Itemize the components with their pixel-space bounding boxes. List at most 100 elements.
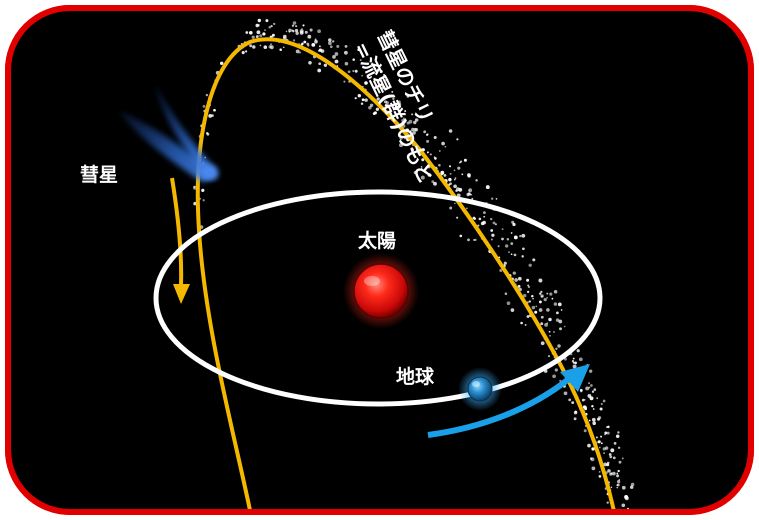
dust-particle (426, 151, 429, 154)
dust-particle (560, 309, 563, 311)
dust-particle (410, 148, 414, 152)
dust-particle (593, 388, 597, 391)
dust-particle (551, 297, 554, 300)
dust-particle (357, 48, 361, 52)
dust-particle (344, 61, 349, 66)
dust-particle (331, 40, 335, 43)
dust-particle (609, 455, 613, 459)
dust-particle (379, 69, 383, 74)
dust-particle (364, 81, 368, 85)
dust-particle (527, 285, 531, 289)
dust-particle (431, 180, 435, 184)
dust-particle (279, 48, 282, 51)
dust-particle (329, 45, 333, 49)
dust-particle (466, 192, 470, 197)
dust-particle (399, 143, 403, 148)
dust-particle (608, 453, 612, 456)
dust-particle (603, 462, 608, 467)
dust-particle (490, 238, 493, 241)
dust-particle (490, 229, 494, 232)
dust-particle (468, 189, 471, 192)
dust-particle (559, 327, 562, 331)
dust-particle (499, 269, 503, 272)
dust-particle (522, 247, 525, 251)
dust-particle (449, 172, 452, 175)
dust-particle (524, 323, 527, 326)
dust-particle (467, 238, 470, 242)
dust-particle (505, 244, 509, 248)
dust-particle (531, 294, 534, 298)
dust-particle (617, 446, 621, 449)
dust-particle (262, 32, 266, 36)
dust-particle (441, 141, 445, 146)
dust-particle (372, 112, 376, 115)
dust-particle (454, 177, 457, 179)
dust-particle (317, 29, 321, 34)
dust-particle (438, 163, 441, 167)
dust-particle (553, 290, 558, 294)
dust-particle (497, 245, 500, 248)
dust-particle (600, 442, 603, 445)
dust-particle (587, 443, 591, 448)
dust-particle (549, 334, 551, 337)
dust-particle (409, 130, 412, 133)
dust-particle (546, 297, 548, 299)
dust-particle (314, 39, 318, 44)
dust-particle (617, 469, 620, 473)
dust-particle (532, 258, 536, 262)
dust-particle (528, 263, 532, 267)
dust-particle (621, 503, 626, 508)
dust-particle (440, 173, 443, 176)
dust-particle (541, 295, 544, 298)
dust-particle (383, 73, 386, 77)
dust-particle (259, 44, 262, 47)
dust-particle (491, 233, 495, 237)
dust-particle (584, 407, 588, 411)
dust-particle (292, 30, 295, 33)
dust-particle (406, 95, 410, 98)
dust-particle (282, 34, 287, 39)
dust-particle (354, 69, 358, 73)
dust-particle (385, 78, 389, 82)
dust-particle (527, 284, 529, 287)
dust-particle (521, 255, 524, 258)
dust-particle (270, 24, 273, 28)
dust-particle (483, 215, 486, 218)
dust-particle (251, 35, 255, 39)
dust-particle (299, 29, 304, 34)
dust-particle (513, 235, 518, 240)
dust-particle (618, 460, 622, 464)
dust-particle (453, 178, 456, 181)
dust-particle (621, 485, 626, 490)
dust-particle (357, 94, 361, 98)
dust-particle (317, 49, 320, 52)
dust-particle (420, 114, 423, 118)
dust-particle (621, 457, 624, 460)
dust-particle (399, 136, 403, 140)
dust-particle (513, 253, 517, 257)
dust-particle (347, 70, 351, 74)
dust-particle (466, 207, 468, 210)
dust-particle (574, 410, 577, 413)
dust-particle (511, 220, 515, 224)
dust-particle (554, 368, 558, 372)
dust-particle (591, 405, 594, 408)
dust-particle (438, 150, 441, 152)
dust-particle (202, 105, 206, 108)
dust-particle (433, 181, 437, 186)
dust-particle (563, 391, 568, 396)
dust-particle (526, 315, 530, 318)
dust-particle (604, 446, 609, 450)
dust-particle (421, 158, 425, 162)
dust-particle (360, 102, 364, 106)
earth-label: 地球 (396, 366, 435, 388)
dust-particle (397, 102, 402, 107)
dust-particle (568, 398, 572, 402)
dust-particle (292, 21, 297, 25)
dust-particle (544, 323, 548, 327)
dust-particle (555, 318, 560, 322)
dust-particle (301, 42, 304, 46)
dust-particle (459, 161, 461, 164)
dust-particle (564, 325, 566, 328)
